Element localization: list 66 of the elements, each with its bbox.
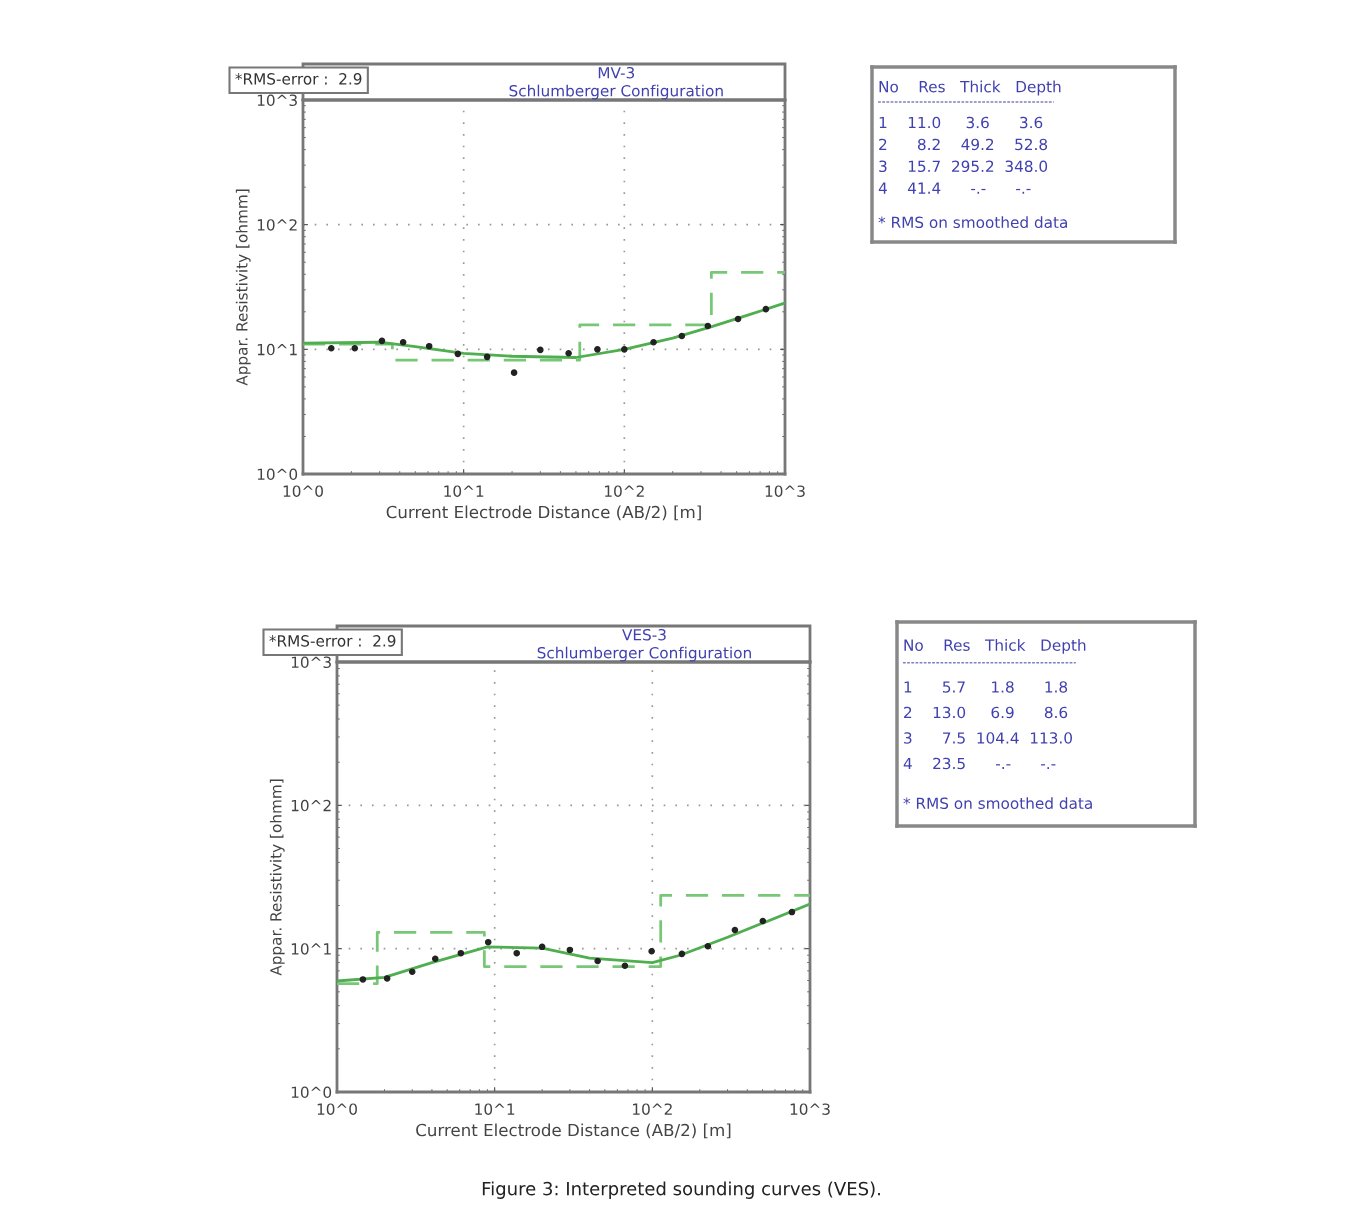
point bbox=[678, 950, 686, 958]
point bbox=[704, 942, 712, 950]
point bbox=[594, 957, 601, 965]
point bbox=[704, 322, 712, 330]
y-tick-label: 10^2 bbox=[291, 799, 331, 812]
x-tick-label: 10^2 bbox=[605, 485, 644, 497]
text: 3 7.5 104.4 113.0 bbox=[904, 732, 1072, 744]
text: 3 15.7 295.2 348.0 bbox=[879, 160, 1048, 173]
x-axis-title: Current Electrode Distance (AB/2) [m] bbox=[386, 505, 701, 521]
point bbox=[431, 955, 439, 963]
text: * RMS on smoothed data bbox=[903, 797, 1092, 810]
text: *RMS-error : 2.9 bbox=[269, 635, 396, 647]
point bbox=[594, 346, 601, 353]
text: 2 13.0 6.9 8.6 bbox=[904, 706, 1068, 719]
point bbox=[621, 346, 628, 353]
text: 1 11.0 3.6 3.6 bbox=[879, 116, 1043, 129]
y-axis-title: Appar. Resistivity [ohmm] bbox=[235, 189, 251, 386]
y-tick-label: 10^3 bbox=[257, 94, 297, 107]
y-tick-label: 10^1 bbox=[257, 343, 297, 356]
x-tick-label: 10^0 bbox=[283, 485, 323, 497]
point bbox=[621, 962, 629, 970]
point bbox=[566, 946, 574, 954]
x-tick-label: 10^3 bbox=[790, 1103, 830, 1115]
point bbox=[510, 369, 518, 376]
text: 4 41.4 -.- -.- bbox=[878, 182, 1031, 194]
chart-title: MV-3 bbox=[598, 66, 635, 79]
y-tick-label: 10^1 bbox=[291, 943, 331, 955]
text: *RMS-error : 2.9 bbox=[235, 73, 362, 85]
point bbox=[650, 338, 657, 346]
text: No Res Thick Depth bbox=[879, 80, 1061, 96]
point bbox=[678, 332, 686, 340]
point bbox=[759, 917, 767, 925]
y-tick-label: 10^0 bbox=[257, 468, 298, 481]
point bbox=[399, 338, 407, 346]
x-tick-label: 10^0 bbox=[317, 1103, 357, 1115]
y-tick-label: 10^2 bbox=[257, 219, 297, 231]
x-tick-label: 10^2 bbox=[633, 1103, 672, 1115]
chart-subtitle: Schlumberger Configuration bbox=[509, 84, 723, 100]
point bbox=[762, 305, 770, 313]
point bbox=[537, 346, 544, 354]
text: 2 8.2 49.2 52.8 bbox=[879, 138, 1048, 151]
x-tick-label: 10^1 bbox=[475, 1103, 515, 1115]
point bbox=[648, 947, 655, 955]
chart-subtitle: Schlumberger Configuration bbox=[537, 646, 751, 662]
x-tick-label: 10^3 bbox=[765, 485, 805, 497]
y-axis-title: Appar. Resistivity [ohmm] bbox=[269, 779, 285, 976]
text: * RMS on smoothed data bbox=[878, 216, 1067, 229]
point bbox=[484, 938, 492, 946]
chart-title: VES-3 bbox=[622, 628, 666, 641]
point bbox=[483, 353, 491, 361]
point bbox=[513, 949, 521, 957]
point bbox=[457, 949, 465, 957]
point bbox=[454, 350, 462, 358]
point bbox=[731, 926, 739, 934]
y-tick-label: 10^0 bbox=[291, 1086, 332, 1099]
point bbox=[734, 315, 742, 323]
caption: Figure 3: Interpreted sounding curves (VES). bbox=[482, 1181, 880, 1199]
point bbox=[425, 342, 433, 350]
point bbox=[538, 943, 546, 951]
x-tick-label: 10^1 bbox=[444, 485, 484, 497]
text: 1 5.7 1.8 1.8 bbox=[904, 681, 1068, 693]
point bbox=[565, 349, 572, 357]
x-axis-title: Current Electrode Distance (AB/2) [m] bbox=[416, 1123, 731, 1139]
text: 4 23.5 -.- -.- bbox=[903, 757, 1056, 770]
y-tick-label: 10^3 bbox=[291, 656, 331, 669]
text: No Res Thick Depth bbox=[904, 639, 1086, 654]
